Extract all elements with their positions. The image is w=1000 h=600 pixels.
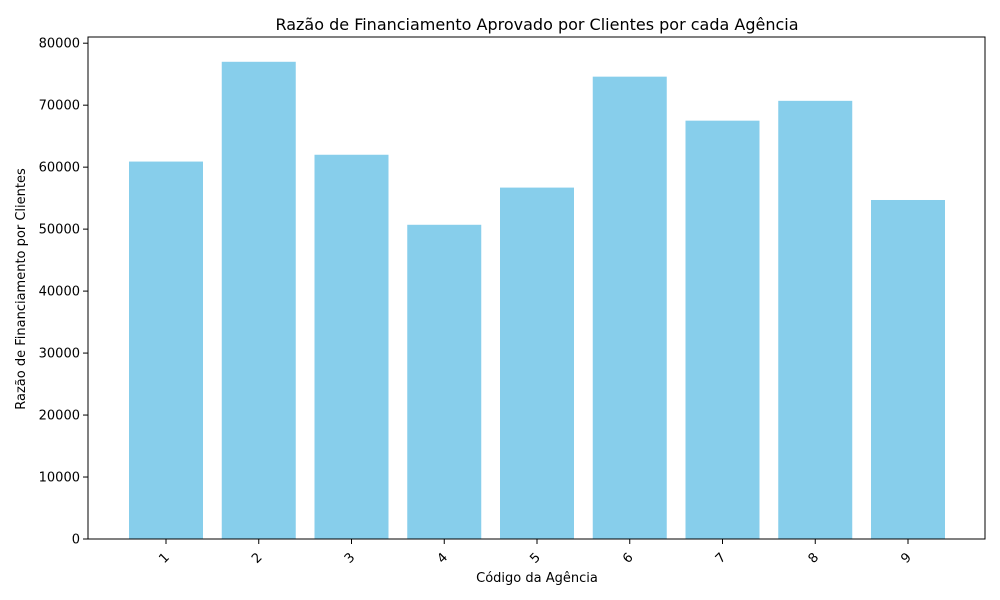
x-tick-label: 7 xyxy=(713,550,729,566)
x-tick-label: 2 xyxy=(249,550,265,566)
x-tick-label: 8 xyxy=(806,550,822,566)
bar-agencia-3 xyxy=(314,154,389,539)
x-tick-label: 5 xyxy=(527,550,543,566)
y-tick-label: 20000 xyxy=(39,409,80,424)
y-tick-label: 10000 xyxy=(39,471,80,486)
bar-agencia-8 xyxy=(778,100,853,539)
plot-frame xyxy=(87,36,986,540)
bar-agencia-1 xyxy=(129,161,203,539)
x-axis: 1 2 3 4 5 6 7 8 9 xyxy=(156,539,915,567)
bar-agencia-4 xyxy=(407,224,482,539)
x-tick-label: 6 xyxy=(620,550,636,566)
bar-agencia-7 xyxy=(685,120,760,540)
bars-group xyxy=(129,61,945,540)
bar-agencia-2 xyxy=(221,61,296,539)
bar-agencia-6 xyxy=(592,76,667,540)
bar-agencia-5 xyxy=(500,187,574,539)
y-tick-label: 70000 xyxy=(39,99,80,114)
x-tick-label: 3 xyxy=(342,550,358,566)
chart-title: Razão de Financiamento Aprovado por Clie… xyxy=(275,15,798,34)
y-tick-label: 40000 xyxy=(39,285,80,300)
x-tick-label: 1 xyxy=(156,550,172,566)
bar-agencia-9 xyxy=(871,199,945,539)
y-tick-label: 0 xyxy=(72,533,80,548)
y-tick-label: 50000 xyxy=(39,223,80,238)
x-tick-label: 4 xyxy=(435,550,451,566)
y-axis: 0 10000 20000 30000 40000 50000 60000 70000 8000… xyxy=(39,37,88,548)
x-tick-label: 9 xyxy=(898,550,914,566)
x-axis-label: Código da Agência xyxy=(476,571,598,586)
y-axis-label: Razão de Financiamento por Clientes xyxy=(14,168,29,410)
y-tick-label: 80000 xyxy=(39,37,80,52)
y-tick-label: 60000 xyxy=(39,161,80,176)
y-tick-label: 30000 xyxy=(39,347,80,362)
